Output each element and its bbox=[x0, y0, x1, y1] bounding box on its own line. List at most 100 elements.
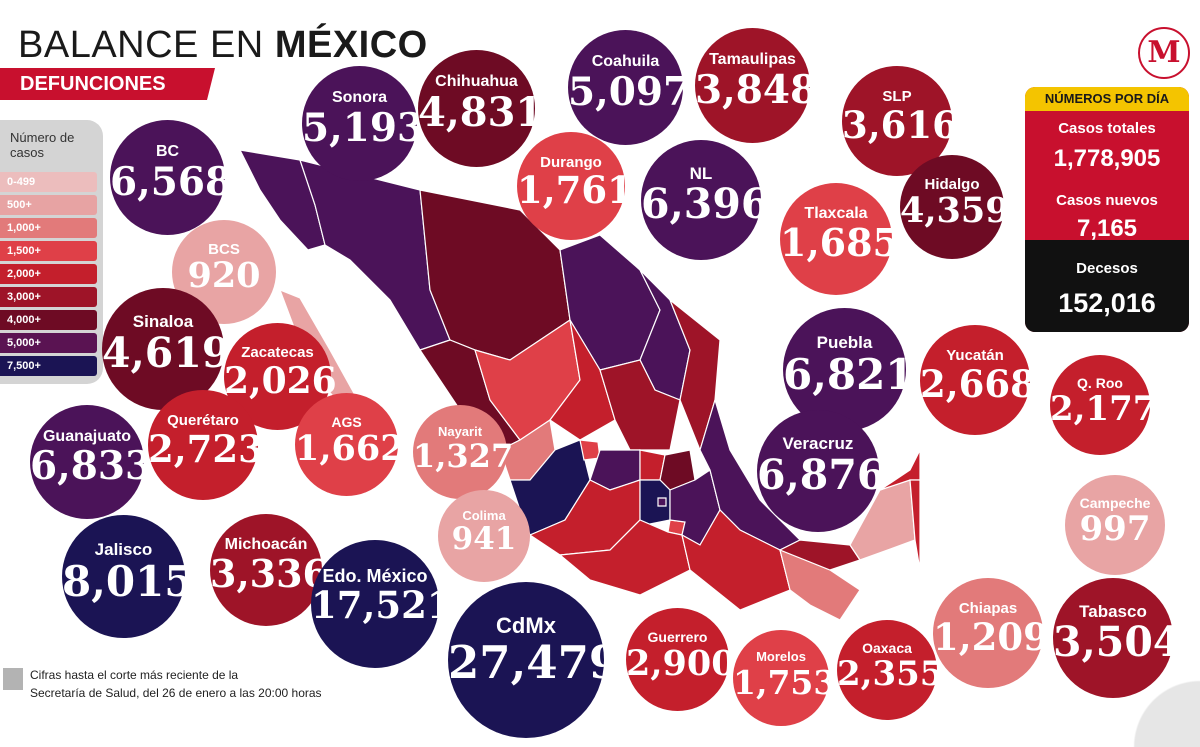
state-name: Michoacán bbox=[224, 536, 308, 553]
state-deaths-value: 27,479 bbox=[448, 636, 621, 689]
state-bubble: Sonora 5,193 bbox=[302, 66, 425, 181]
legend-item: 1,500+ bbox=[0, 241, 97, 261]
state-deaths-value: 1,753 bbox=[733, 663, 837, 702]
state-deaths-value: 3,336 bbox=[210, 551, 329, 596]
legend-title: Número de casos bbox=[10, 130, 75, 160]
state-name: BCS bbox=[208, 241, 240, 258]
stats-heading: NÚMEROS POR DÍA bbox=[1025, 87, 1189, 111]
state-bubble: Tlaxcala 1,685 bbox=[780, 183, 899, 295]
state-name: Sinaloa bbox=[132, 312, 194, 331]
state-bubble: Q. Roo 2,177 bbox=[1050, 355, 1157, 455]
state-deaths-value: 4,359 bbox=[900, 190, 1010, 231]
state-deaths-value: 5,097 bbox=[568, 69, 691, 115]
state-name: Chiapas bbox=[958, 600, 1018, 617]
state-bubble: Morelos 1,753 bbox=[733, 630, 837, 726]
state-name: Puebla bbox=[816, 333, 873, 352]
footnote-line-1: Cifras hasta el corte más reciente de la bbox=[30, 668, 239, 682]
state-deaths-value: 4,619 bbox=[102, 329, 231, 377]
legend: Número de casos 0-499 500+ 1,000+ 1,500+ 2,0… bbox=[0, 120, 103, 384]
new-cases-label: Casos nuevos bbox=[1056, 192, 1158, 209]
state-deaths-value: 4,831 bbox=[418, 89, 544, 136]
state-bubble: Campeche 997 bbox=[1065, 475, 1165, 575]
footnote-marker bbox=[3, 668, 23, 690]
state-name: Zacatecas bbox=[241, 344, 314, 361]
state-name: Veracruz bbox=[782, 434, 854, 453]
state-bubble: Guanajuato 6,833 bbox=[30, 405, 153, 519]
state-bubble: Puebla 6,821 bbox=[783, 308, 915, 431]
state-deaths-value: 2,355 bbox=[837, 654, 944, 694]
total-cases-label: Casos totales bbox=[1058, 120, 1156, 137]
footnote-line-2: Secretaría de Salud, del 26 de enero a l… bbox=[30, 686, 322, 700]
state-name: Hidalgo bbox=[924, 176, 980, 193]
title-bold: MÉXICO bbox=[274, 24, 428, 66]
state-name: Chihuahua bbox=[435, 73, 518, 90]
state-bubble: Sinaloa 4,619 bbox=[102, 288, 231, 410]
new-cases-value: 7,165 bbox=[1076, 215, 1138, 242]
state-name: Jalisco bbox=[94, 540, 153, 559]
state-bubble: Michoacán 3,336 bbox=[210, 514, 329, 626]
state-bubble: Hidalgo 4,359 bbox=[900, 155, 1010, 259]
state-deaths-value: 6,568 bbox=[110, 159, 233, 205]
state-bubble: CdMx 27,479 bbox=[448, 582, 621, 738]
state-bubble: Veracruz 6,876 bbox=[757, 410, 886, 532]
state-deaths-value: 2,026 bbox=[224, 360, 337, 402]
state-name: Morelos bbox=[756, 649, 806, 664]
state-name: Durango bbox=[540, 154, 602, 171]
mexico-map bbox=[239, 150, 920, 620]
state-name: Sonora bbox=[331, 89, 388, 106]
state-deaths-value: 3,616 bbox=[842, 103, 958, 147]
state-bubble: Querétaro 2,723 bbox=[148, 390, 264, 500]
state-name: Campeche bbox=[1079, 495, 1151, 511]
state-deaths-value: 6,876 bbox=[757, 451, 886, 499]
legend-item: 7,500+ bbox=[0, 356, 97, 376]
state-bubble: Colima 941 bbox=[438, 490, 530, 582]
state-name: Tlaxcala bbox=[804, 205, 868, 222]
state-name: Coahuila bbox=[591, 53, 660, 70]
state-bubble: Guerrero 2,900 bbox=[626, 608, 736, 711]
map-state-cdmx bbox=[657, 497, 667, 507]
state-name: CdMx bbox=[496, 613, 556, 638]
state-name: NL bbox=[689, 164, 713, 183]
state-deaths-value: 17,521 bbox=[311, 583, 453, 627]
legend-item: 1,000+ bbox=[0, 218, 97, 238]
state-deaths-value: 6,821 bbox=[783, 350, 915, 399]
state-deaths-value: 941 bbox=[451, 521, 517, 557]
state-deaths-value: 2,900 bbox=[626, 643, 736, 684]
state-deaths-value: 2,668 bbox=[920, 362, 1036, 406]
deaths-value: 152,016 bbox=[1058, 288, 1156, 318]
footnote: Cifras hasta el corte más reciente de la… bbox=[30, 666, 322, 702]
legend-item: 5,000+ bbox=[0, 333, 97, 353]
state-deaths-value: 1,327 bbox=[413, 437, 514, 475]
state-name: Oaxaca bbox=[862, 640, 912, 656]
state-name: Colima bbox=[462, 508, 506, 523]
deaths-block: Decesos 152,016 bbox=[1025, 240, 1189, 332]
state-name: AGS bbox=[331, 414, 362, 430]
state-bubble: Edo. México 17,521 bbox=[311, 540, 453, 668]
state-deaths-value: 8,015 bbox=[62, 557, 194, 606]
legend-item: 3,000+ bbox=[0, 287, 97, 307]
state-name: Querétaro bbox=[167, 412, 239, 429]
page-subtitle: DEFUNCIONES bbox=[0, 68, 215, 100]
state-bubble: Tamaulipas 3,848 bbox=[695, 28, 817, 143]
state-bubble: Yucatán 2,668 bbox=[920, 325, 1036, 435]
legend-item: 2,000+ bbox=[0, 264, 97, 284]
state-deaths-value: 5,193 bbox=[302, 105, 425, 151]
map-state-slp bbox=[599, 359, 681, 451]
state-deaths-value: 997 bbox=[1079, 509, 1151, 549]
legend-item: 4,000+ bbox=[0, 310, 97, 330]
corner-decoration bbox=[1080, 637, 1200, 747]
state-name: Tamaulipas bbox=[709, 51, 796, 68]
state-bubble: Oaxaca 2,355 bbox=[837, 620, 944, 720]
state-name: BC bbox=[155, 143, 180, 160]
state-name: Edo. México bbox=[322, 566, 428, 586]
total-cases-value: 1,778,905 bbox=[1053, 145, 1161, 172]
map-state-ags bbox=[579, 439, 601, 461]
state-name: Nayarit bbox=[437, 424, 483, 439]
stats-panel: NÚMEROS POR DÍA Casos totales 1,778,905 … bbox=[1025, 87, 1189, 332]
state-deaths-value: 1,209 bbox=[933, 615, 1049, 659]
state-name: Guanajuato bbox=[42, 428, 131, 445]
milenio-logo: M bbox=[1138, 27, 1190, 79]
state-deaths-value: 6,833 bbox=[30, 443, 153, 489]
state-deaths-value: 2,177 bbox=[1050, 389, 1157, 429]
state-bubble: Jalisco 8,015 bbox=[62, 515, 194, 638]
